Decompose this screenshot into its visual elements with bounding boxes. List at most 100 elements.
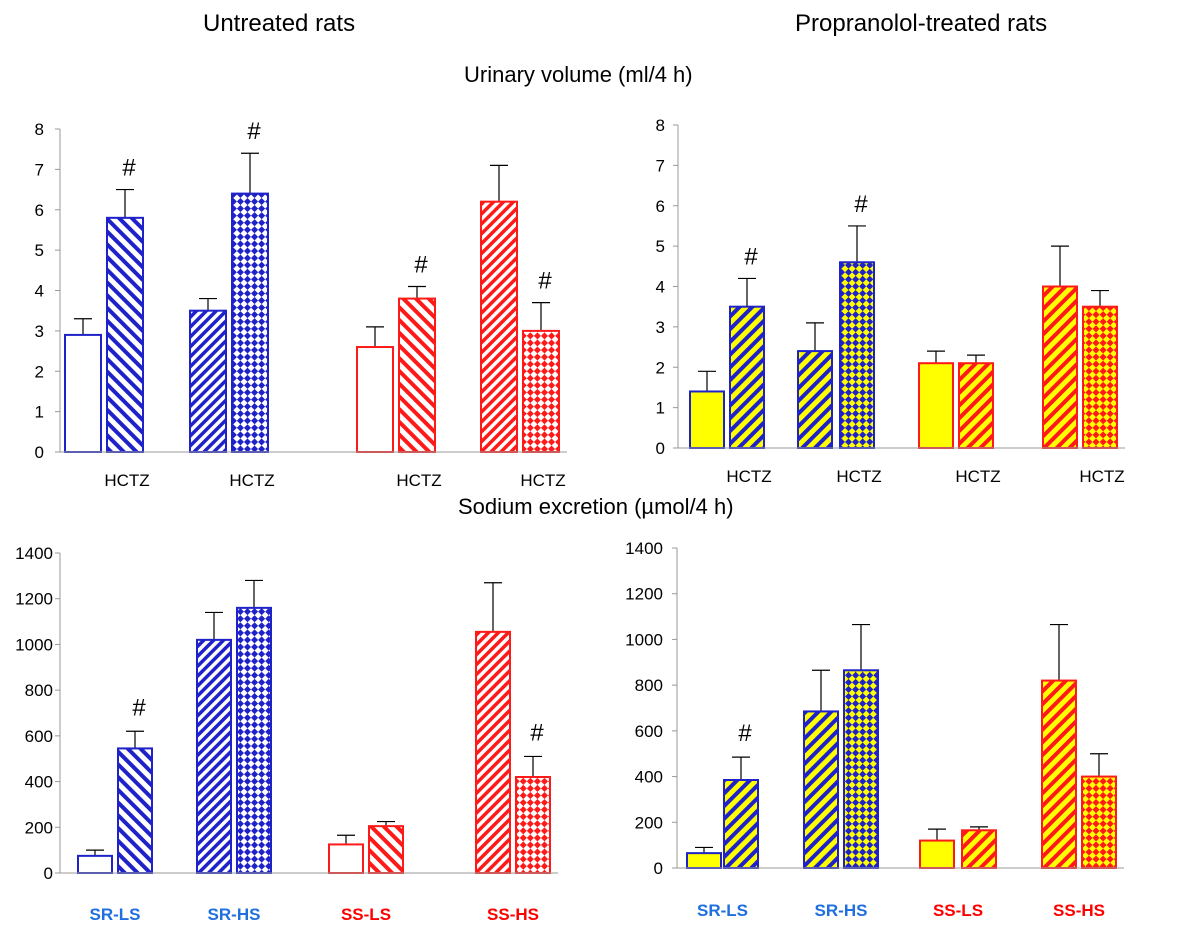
propranolol-sodium-y-tick-label: 0 [654,859,663,878]
urinary-volume-title: Urinary volume (ml/4 h) [464,62,693,87]
propranolol-sodium-significance-marker: # [738,720,752,747]
untreated-volume-bar [106,216,144,453]
untreated-volume-bar [522,329,560,453]
untreated-volume-y-tick-label: 1 [35,403,44,422]
untreated-sodium-bar [196,638,232,874]
untreated-sodium-significance-marker: # [132,694,146,721]
untreated-volume-y-tick-label: 2 [35,362,44,381]
untreated-volume-bar [356,346,394,453]
untreated-sodium-y-tick-label: 1400 [15,544,53,563]
propranolol-volume-y-tick-label: 0 [656,439,665,458]
propranolol-volume-y-tick-label: 1 [656,399,665,418]
untreated-volume-y-tick-label: 8 [35,120,44,139]
propranolol-sodium-y-tick-label: 400 [635,768,663,787]
untreated-sodium-bar [475,630,511,874]
propranolol-volume-bar [1082,305,1118,449]
propranolol-volume-bar [839,261,875,449]
propranolol-sodium-group-label: SR-HS [815,901,868,920]
untreated-sodium-y-tick-label: 600 [25,727,53,746]
propranolol-volume-bar [958,362,994,449]
untreated-sodium-group-label: SR-LS [90,905,141,924]
untreated-sodium-group-label: SS-LS [341,905,391,924]
untreated-sodium-bar [117,747,153,875]
untreated-volume-y-tick-label: 0 [35,443,44,462]
untreated-sodium-significance-marker: # [530,719,544,746]
untreated-sodium-y-tick-label: 200 [25,818,53,837]
untreated-sodium-bar [77,854,113,874]
untreated-volume-bar [231,192,269,453]
propranolol-sodium-group-label: SR-LS [697,901,748,920]
untreated-volume-y-tick-label: 4 [35,282,44,301]
propranolol-sodium-y-tick-label: 1400 [625,539,663,558]
propranolol-volume-x-label: HCTZ [1079,467,1124,486]
untreated-sodium-y-tick-label: 0 [44,864,53,883]
untreated-volume-bar [398,297,436,454]
untreated-sodium-group-label: SR-HS [208,905,261,924]
untreated-volume-chart: 0 1 2 3 4 5 6 7 8 # HCTZ # HCTZ # HCTZ # HCTZ [35,118,567,490]
untreated-sodium-y-tick-label: 1000 [15,635,53,654]
propranolol-sodium-y-tick-label: 200 [635,813,663,832]
propranolol-volume-bar [689,390,725,450]
left-panel-heading: Untreated rats [203,10,356,37]
propranolol-sodium-bar [919,839,955,869]
untreated-volume-x-label: HCTZ [520,471,565,490]
untreated-volume-x-label: HCTZ [104,471,149,490]
untreated-sodium-chart: 0 200 400 600 800 1000 1200 1400 # # SR-LS SR-HS SS-… [15,544,558,924]
propranolol-sodium-chart: 0 200 400 600 800 1000 1200 1400 # SR-LS SR-HS SS-L… [625,539,1124,920]
propranolol-sodium-bar [961,829,997,869]
propranolol-volume-y-tick-label: 4 [656,278,665,297]
propranolol-volume-y-tick-label: 6 [656,197,665,216]
untreated-volume-y-tick-label: 5 [35,241,44,260]
propranolol-sodium-bar [803,710,839,870]
propranolol-volume-y-tick-label: 3 [656,318,665,337]
propranolol-volume-chart: 0 1 2 3 4 5 6 7 8 # HCTZ # HCTZ HCTZ HCTZ [656,116,1125,486]
propranolol-volume-y-tick-label: 2 [656,358,665,377]
untreated-volume-bar [189,309,227,453]
untreated-volume-significance-marker: # [538,268,552,295]
untreated-sodium-y-tick-label: 400 [25,773,53,792]
untreated-sodium-group-label: SS-HS [487,905,539,924]
propranolol-volume-bar [918,362,954,449]
propranolol-volume-bar [729,305,765,449]
untreated-sodium-bar [236,606,272,874]
untreated-volume-bar [64,333,102,454]
propranolol-volume-y-tick-label: 8 [656,116,665,135]
untreated-volume-x-label: HCTZ [229,471,274,490]
untreated-volume-y-tick-label: 7 [35,160,44,179]
propranolol-sodium-y-tick-label: 800 [635,676,663,695]
propranolol-sodium-bar [1041,679,1077,869]
propranolol-volume-y-tick-label: 5 [656,237,665,256]
propranolol-sodium-group-label: SS-LS [933,901,983,920]
untreated-volume-significance-marker: # [247,118,261,145]
propranolol-sodium-y-tick-label: 1000 [625,630,663,649]
right-panel-heading: Propranolol-treated rats [795,10,1048,37]
untreated-sodium-bar [368,825,404,875]
propranolol-volume-significance-marker: # [854,191,868,218]
propranolol-sodium-y-tick-label: 600 [635,722,663,741]
untreated-volume-significance-marker: # [414,251,428,278]
untreated-sodium-bar [328,843,364,875]
untreated-volume-significance-marker: # [122,155,136,182]
propranolol-sodium-y-tick-label: 1200 [625,585,663,604]
sodium-excretion-title: Sodium excretion (µmol/4 h) [458,494,734,519]
untreated-sodium-y-tick-label: 800 [25,681,53,700]
untreated-volume-y-tick-label: 6 [35,201,44,220]
untreated-sodium-y-tick-label: 1200 [15,590,53,609]
propranolol-volume-bar [1042,285,1078,449]
propranolol-sodium-group-label: SS-HS [1053,901,1105,920]
propranolol-volume-x-label: HCTZ [955,467,1000,486]
propranolol-volume-bar [797,350,833,450]
propranolol-volume-x-label: HCTZ [836,467,881,486]
propranolol-sodium-bar [686,852,722,870]
propranolol-volume-significance-marker: # [744,243,758,270]
untreated-volume-x-label: HCTZ [396,471,441,490]
propranolol-sodium-bar [843,669,879,869]
propranolol-sodium-bar [723,779,759,869]
propranolol-volume-y-tick-label: 7 [656,156,665,175]
untreated-sodium-bar [515,776,551,874]
propranolol-volume-x-label: HCTZ [726,467,771,486]
untreated-volume-bar [480,200,518,453]
propranolol-sodium-bar [1081,775,1117,869]
untreated-volume-y-tick-label: 3 [35,322,44,341]
